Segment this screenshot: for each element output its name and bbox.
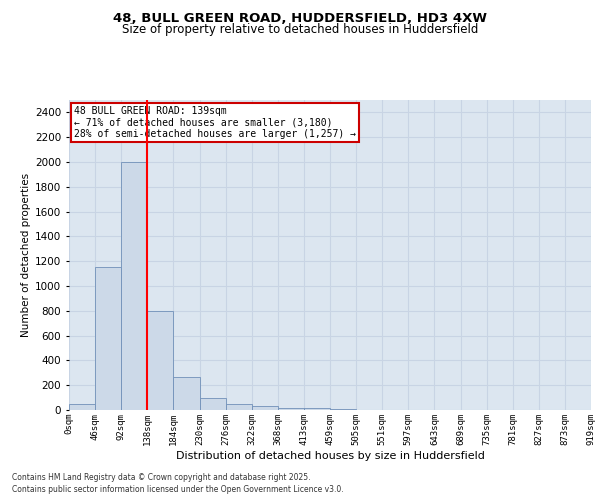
Text: Contains public sector information licensed under the Open Government Licence v3: Contains public sector information licen… xyxy=(12,485,344,494)
Bar xyxy=(95,268,121,410)
X-axis label: Distribution of detached houses by size in Huddersfield: Distribution of detached houses by size … xyxy=(176,450,484,460)
Bar xyxy=(304,408,330,410)
Y-axis label: Number of detached properties: Number of detached properties xyxy=(21,173,31,337)
Bar xyxy=(121,162,148,410)
Bar xyxy=(69,404,95,410)
Bar xyxy=(199,398,226,410)
Bar xyxy=(173,376,199,410)
Text: 48 BULL GREEN ROAD: 139sqm
← 71% of detached houses are smaller (3,180)
28% of s: 48 BULL GREEN ROAD: 139sqm ← 71% of deta… xyxy=(74,106,356,140)
Text: 48, BULL GREEN ROAD, HUDDERSFIELD, HD3 4XW: 48, BULL GREEN ROAD, HUDDERSFIELD, HD3 4… xyxy=(113,12,487,26)
Text: Size of property relative to detached houses in Huddersfield: Size of property relative to detached ho… xyxy=(122,24,478,36)
Bar xyxy=(148,311,173,410)
Text: Contains HM Land Registry data © Crown copyright and database right 2025.: Contains HM Land Registry data © Crown c… xyxy=(12,474,311,482)
Bar xyxy=(226,404,252,410)
Bar xyxy=(252,406,278,410)
Bar xyxy=(278,408,304,410)
